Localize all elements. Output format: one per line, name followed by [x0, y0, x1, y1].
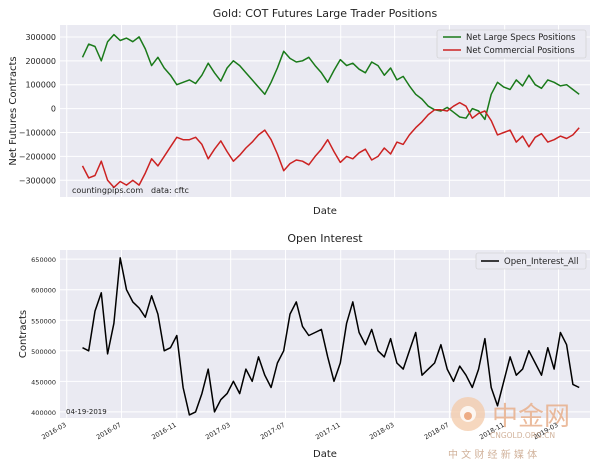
cot-positions-chart: Gold: COT Futures Large Trader Positions… — [8, 7, 590, 217]
chart2-y-ticks: 400000 450000 500000 550000 600000 650000 — [31, 256, 56, 417]
chart1-ylabel: Net Futures Contracts — [8, 56, 19, 165]
watermark-tagline: 中 文 财 经 新 媒 体 — [448, 448, 537, 461]
chart2-ylabel: Contracts — [18, 310, 29, 358]
chart2-xtick-label: 2016-07 — [95, 421, 123, 442]
chart1-series — [81, 33, 580, 189]
chart2-annotation-date: 04-19-2019 — [66, 408, 107, 416]
watermark-logo-icon: 中金网 CNGOLD.ORG.CN 中 文 财 经 新 媒 体 — [448, 397, 570, 461]
watermark-logo-text: 中金网 — [492, 402, 570, 432]
chart2-xtick-label: 2017-11 — [314, 421, 342, 442]
chart1-ytick-label: 300000 — [25, 33, 56, 42]
chart2-ytick-label: 600000 — [31, 287, 56, 295]
chart1-ytick-label: 200000 — [25, 57, 56, 66]
chart1-series-line-0 — [81, 33, 580, 121]
watermark-url: CNGOLD.ORG.CN — [490, 431, 555, 440]
chart2-series-line-0 — [82, 257, 580, 416]
chart1-legend-label-commercial: Net Commercial Positions — [466, 46, 575, 56]
chart2-legend-label: Open_Interest_All — [504, 257, 579, 267]
watermark: 中金网 CNGOLD.ORG.CN 中 文 财 经 新 媒 体 — [440, 392, 600, 467]
chart1-title: Gold: COT Futures Large Trader Positions — [213, 7, 438, 20]
chart1-legend: Net Large Specs Positions Net Commercial… — [436, 29, 587, 59]
chart2-ytick-label: 550000 — [31, 317, 56, 325]
chart2-grid — [60, 250, 590, 418]
chart1-ytick-label: 100000 — [25, 81, 56, 90]
chart2-legend-box — [475, 252, 587, 270]
chart1-xlabel: Date — [313, 206, 337, 217]
chart1-ytick-label: −100000 — [19, 129, 56, 138]
chart1-annotation-data: data: cftc — [151, 186, 189, 195]
chart1-annotation-source: countingpips.com — [72, 186, 143, 195]
chart1-y-ticks: −300000 −200000 −100000 0 100000 200000 300000 — [19, 33, 56, 185]
chart2-title: Open Interest — [287, 232, 363, 245]
chart1-legend-box — [436, 29, 587, 59]
chart1-legend-label-specs: Net Large Specs Positions — [466, 33, 576, 43]
chart2-xtick-label: 2017-03 — [204, 421, 232, 442]
open-interest-chart: Open Interest 400000 450000 500000 550000 60… — [18, 232, 590, 460]
chart2-xtick-label: 2016-03 — [40, 421, 68, 442]
chart2-ytick-label: 450000 — [31, 378, 56, 386]
chart1-grid — [60, 25, 590, 197]
chart1-ytick-label: 0 — [51, 105, 56, 114]
chart2-series — [82, 257, 580, 416]
chart1-ytick-label: −300000 — [19, 176, 56, 185]
chart2-xtick-label: 2016-11 — [150, 421, 178, 442]
chart2-xtick-label: 2018-03 — [368, 421, 396, 442]
chart2-ytick-label: 650000 — [31, 256, 56, 264]
chart2-ytick-label: 500000 — [31, 348, 56, 356]
chart2-ytick-label: 400000 — [31, 409, 56, 417]
chart1-ytick-label: −200000 — [19, 152, 56, 161]
chart2-xtick-label: 2017-07 — [259, 421, 287, 442]
chart2-xlabel: Date — [313, 449, 337, 460]
chart2-legend: Open_Interest_All — [475, 252, 587, 270]
chart1-series-line-1 — [81, 101, 580, 189]
